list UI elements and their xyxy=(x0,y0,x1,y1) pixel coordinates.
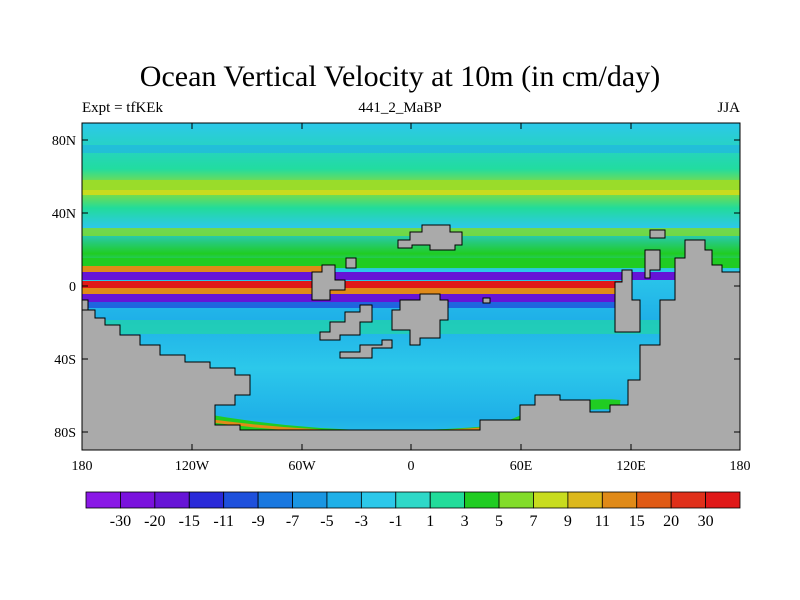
colorbar-swatch xyxy=(188,491,225,509)
experiment-label: Expt = tfKEk xyxy=(82,100,163,116)
colorbar-swatch xyxy=(326,491,362,509)
colorbar-swatch xyxy=(154,491,190,509)
midlat-upwelling-band xyxy=(82,180,740,192)
land-far-west-coast xyxy=(82,299,89,311)
colorbar-label: -1 xyxy=(389,513,402,530)
colorbar-swatch xyxy=(498,491,534,509)
colorbar-label: 20 xyxy=(663,513,679,530)
colorbar-label: -9 xyxy=(251,513,264,530)
run-label: 441_2_MaBP xyxy=(358,100,442,116)
lon-tick-label: 120E xyxy=(616,459,646,474)
lon-tick-label: 180 xyxy=(730,459,751,474)
colorbar-label: -20 xyxy=(144,513,165,530)
midlat-upwelling-core xyxy=(82,190,740,195)
colorbar-swatch xyxy=(567,491,603,509)
colorbar-label: 15 xyxy=(629,513,645,530)
colorbar-label: 30 xyxy=(698,513,714,530)
land-central-landmass xyxy=(391,293,449,346)
colorbar-swatch xyxy=(601,491,638,509)
lat-tick-label: 80S xyxy=(54,426,76,441)
equatorial-downwelling-south xyxy=(82,294,627,302)
colorbar-swatch xyxy=(223,491,259,509)
equatorial-upwelling xyxy=(82,281,627,288)
equatorial-upwelling-edge xyxy=(82,288,627,294)
colorbar-swatch xyxy=(464,491,500,509)
colorbar-label: 5 xyxy=(495,513,503,530)
colorbar: -30 -20 -15 -11 -9 -7 -5 -3 -1 1 3 5 7 9 11 15 20 30 xyxy=(85,491,741,530)
colorbar-label: 11 xyxy=(595,513,610,530)
lon-tick-label: 180 xyxy=(72,459,93,474)
lat-tick-label: 40S xyxy=(54,353,76,368)
lat-tick-label: 0 xyxy=(69,280,76,295)
colorbar-label: -30 xyxy=(110,513,131,530)
colorbar-swatch xyxy=(636,491,672,509)
colorbar-label: 9 xyxy=(564,513,572,530)
colorbar-label: -7 xyxy=(286,513,299,530)
lon-tick-label: 0 xyxy=(408,459,415,474)
lat-axis: 80N 40N 0 40S 80S xyxy=(52,134,740,441)
colorbar-swatch xyxy=(120,491,156,509)
land-east-block xyxy=(644,249,661,279)
colorbar-swatch xyxy=(705,491,741,509)
land-west-island xyxy=(319,304,373,341)
colorbar-label: 3 xyxy=(461,513,469,530)
colorbar-label: -5 xyxy=(320,513,333,530)
tropical-band-north xyxy=(82,258,740,268)
season-label: JJA xyxy=(717,100,740,116)
land-northeast-islet xyxy=(649,229,666,239)
colorbar-label: -15 xyxy=(179,513,200,530)
colorbar-swatch xyxy=(533,491,569,509)
map-field xyxy=(82,123,740,450)
land-south-america-antarctic-west xyxy=(82,239,740,450)
colorbar-swatch xyxy=(360,491,397,509)
land-equatorial-west xyxy=(311,264,346,301)
lat-tick-label: 40N xyxy=(52,207,76,222)
colorbar-swatch xyxy=(292,491,328,509)
land-small-east-islet xyxy=(482,297,491,304)
colorbar-label: -11 xyxy=(213,513,234,530)
colorbar-swatch xyxy=(395,491,431,509)
colorbar-label: 1 xyxy=(426,513,434,530)
land-small-island xyxy=(339,339,393,359)
tropical-band-north-core xyxy=(82,266,332,272)
colorbar-label: 7 xyxy=(529,513,537,530)
colorbar-label: -3 xyxy=(355,513,368,530)
colorbar-swatch xyxy=(429,491,466,509)
lon-axis: 180 120W 60W 0 60E 120E 180 xyxy=(72,123,751,474)
colorbar-swatch xyxy=(85,491,121,509)
lon-tick-label: 120W xyxy=(175,459,210,474)
land-indian-peninsula xyxy=(614,269,641,333)
lat-tick-label: 80N xyxy=(52,134,76,149)
colorbar-swatch xyxy=(257,491,293,509)
plot-title: Ocean Vertical Velocity at 10m (in cm/da… xyxy=(139,60,661,93)
colorbar-swatch xyxy=(670,491,706,509)
lon-tick-label: 60E xyxy=(510,459,533,474)
land-north-africa xyxy=(397,224,463,251)
equatorial-downwelling xyxy=(82,272,740,280)
land-tiny-islet xyxy=(345,257,357,269)
equatorial-transition xyxy=(82,302,627,308)
land xyxy=(82,224,740,450)
arctic-band xyxy=(82,145,740,153)
lon-tick-label: 60W xyxy=(288,459,316,474)
